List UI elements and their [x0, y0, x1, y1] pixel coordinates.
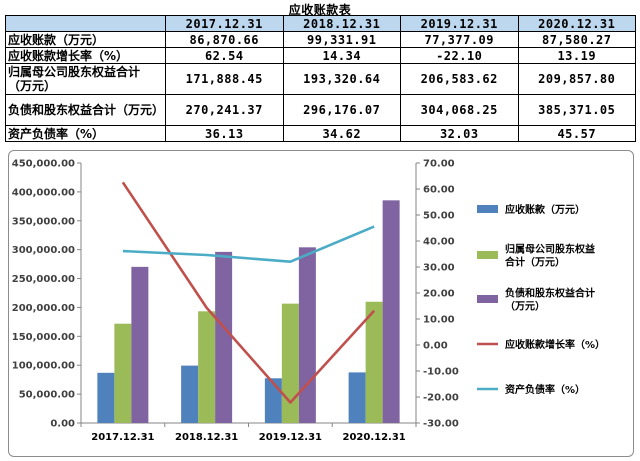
row-label: 归属母公司股东权益合计（万元） — [5, 63, 166, 95]
table-cell: 36.13 — [165, 125, 284, 142]
bar-0-3 — [348, 372, 366, 423]
left-tick-label: 250,000.00 — [12, 274, 75, 285]
right-tick-label: 40.00 — [423, 237, 455, 248]
legend-swatch-1 — [477, 251, 498, 259]
left-tick-label: 450,000.00 — [12, 159, 75, 170]
left-tick-label: 200,000.00 — [12, 303, 75, 314]
row-label: 应收账款增长率（%） — [5, 47, 166, 64]
table-cell: 77,377.09 — [400, 31, 519, 48]
bar-2-1 — [215, 251, 233, 423]
table-cell: 14.34 — [282, 47, 401, 64]
legend-swatch-2 — [477, 295, 498, 303]
bar-2-0 — [131, 266, 149, 423]
left-tick-label: 300,000.00 — [12, 245, 75, 256]
row-label: 资产负债率（%） — [5, 125, 166, 142]
line-series-3 — [121, 181, 376, 404]
right-tick-label: 30.00 — [423, 263, 455, 274]
legend-label-2: （万元） — [505, 300, 545, 313]
chart-frame: 0.00 50,000.00 100,000.00 150,000.00 200,000… — [8, 150, 634, 457]
table-cell: 296,176.07 — [282, 94, 401, 126]
table-row: 资产负债率（%） 36.13 34.62 32.03 45.57 — [5, 125, 636, 142]
legend-label-1: 合计（万元） — [504, 256, 565, 269]
header-corner — [5, 15, 166, 32]
table-cell: -22.10 — [400, 47, 519, 64]
column-header: 2017.12.31 — [165, 15, 284, 32]
table-cell: 45.57 — [517, 125, 636, 142]
left-tick-label: 350,000.00 — [12, 216, 75, 227]
bar-2-3 — [382, 200, 400, 423]
x-tick-label: 2018.12.31 — [175, 432, 238, 443]
bar-2-2 — [298, 247, 316, 423]
bar-1-2 — [281, 303, 299, 423]
bar-1-1 — [198, 311, 216, 423]
table-cell: 62.54 — [165, 47, 284, 64]
table-cell: 385,371.05 — [517, 94, 636, 126]
x-tick-label: 2020.12.31 — [342, 432, 405, 443]
table-cell: 270,241.37 — [165, 94, 284, 126]
table-cell: 171,888.45 — [165, 63, 284, 95]
legend-swatch-0 — [477, 205, 498, 213]
bar-0-0 — [97, 372, 115, 423]
bar-0-1 — [181, 365, 199, 423]
column-header: 2019.12.31 — [400, 15, 519, 32]
x-tick-label: 2019.12.31 — [259, 432, 322, 443]
table-row: 归属母公司股东权益合计（万元） 171,888.45 193,320.64 206,5… — [5, 63, 636, 95]
table-row: 应收账款增长率（%） 62.54 14.34 -22.10 13.19 — [5, 47, 636, 64]
receivables-table: 2017.12.31 2018.12.31 2019.12.31 2020.12.31… — [5, 15, 636, 142]
bar-1-3 — [365, 301, 383, 423]
table-cell: 209,857.80 — [517, 63, 636, 95]
right-tick-label: -30.00 — [423, 419, 459, 430]
right-tick-label: 20.00 — [423, 289, 455, 300]
right-tick-label: 10.00 — [423, 315, 455, 326]
table-row: 应收账款（万元） 86,870.66 99,331.91 77,377.09 87,58… — [5, 31, 636, 48]
table-cell: 99,331.91 — [282, 31, 401, 48]
legend-label-0: 应收账款（万元） — [505, 203, 585, 216]
row-label: 负债和股东权益合计（万元） — [5, 94, 166, 126]
combo-chart: 0.00 50,000.00 100,000.00 150,000.00 200,000… — [12, 159, 605, 444]
table-row: 负债和股东权益合计（万元） 270,241.37 296,176.07 304,068… — [5, 94, 636, 126]
line-series-4 — [122, 225, 375, 264]
right-tick-label: 50.00 — [423, 211, 455, 222]
legend-label-1: 归属母公司股东权益 — [505, 243, 595, 256]
table-cell: 34.62 — [282, 125, 401, 142]
left-tick-label: 400,000.00 — [12, 187, 75, 198]
left-tick-label: 0.00 — [50, 419, 75, 430]
legend-label-4: 资产负债率（%） — [505, 383, 585, 396]
table-cell: 13.19 — [517, 47, 636, 64]
bar-1-0 — [114, 323, 132, 423]
table-cell: 32.03 — [400, 125, 519, 142]
table-cell: 87,580.27 — [517, 31, 636, 48]
right-tick-label: -10.00 — [423, 367, 459, 378]
column-header: 2018.12.31 — [282, 15, 401, 32]
table-cell: 206,583.62 — [400, 63, 519, 95]
table-title: 应收账款表 — [288, 3, 352, 17]
x-tick-label: 2017.12.31 — [91, 432, 154, 443]
table-cell: 304,068.25 — [400, 94, 519, 126]
left-tick-label: 50,000.00 — [19, 390, 75, 401]
row-label: 应收账款（万元） — [5, 31, 166, 48]
column-header: 2020.12.31 — [517, 15, 636, 32]
right-tick-label: -20.00 — [423, 393, 459, 404]
left-tick-label: 100,000.00 — [12, 361, 75, 372]
legend-label-2: 负债和股东权益合计 — [505, 287, 595, 300]
left-tick-label: 150,000.00 — [12, 332, 75, 343]
right-tick-label: 60.00 — [423, 185, 455, 196]
right-tick-label: 0.00 — [423, 341, 448, 352]
table-cell: 86,870.66 — [165, 31, 284, 48]
table-cell: 193,320.64 — [282, 63, 401, 95]
right-tick-label: 70.00 — [423, 159, 455, 170]
legend-label-3: 应收账款增长率（%） — [505, 338, 605, 351]
